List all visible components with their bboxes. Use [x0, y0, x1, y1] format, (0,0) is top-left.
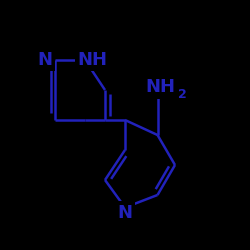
- Text: NH: NH: [145, 78, 175, 96]
- Text: N: N: [118, 204, 132, 222]
- Text: 2: 2: [178, 88, 187, 102]
- Text: NH: NH: [78, 51, 108, 69]
- Text: N: N: [38, 51, 52, 69]
